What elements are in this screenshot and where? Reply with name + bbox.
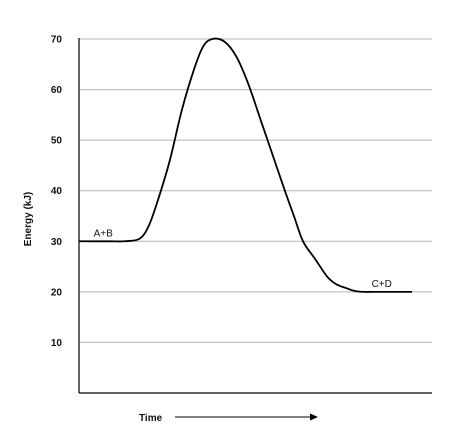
gridlines <box>79 38 432 343</box>
x-axis-arrow-head <box>310 413 318 421</box>
y-tick-label-10: 10 <box>51 338 63 349</box>
annotation-c-d: C+D <box>372 279 392 290</box>
energy-curve-line <box>78 37 412 293</box>
y-tick-label-50: 50 <box>51 136 63 147</box>
x-axis-label: Time <box>139 413 163 424</box>
axes <box>78 38 432 394</box>
y-tick-label-70: 70 <box>51 35 63 46</box>
y-axis-label: Energy (kJ) <box>23 192 34 246</box>
y-tick-label-30: 30 <box>51 237 63 248</box>
y-tick-labels: 10 20 30 40 50 60 70 <box>51 35 63 349</box>
y-tick-label-40: 40 <box>51 186 63 197</box>
annotation-a-b: A+B <box>94 228 114 239</box>
y-tick-label-20: 20 <box>51 287 63 298</box>
y-tick-label-60: 60 <box>51 85 63 96</box>
x-axis-arrow <box>175 413 318 421</box>
annotations: A+B C+D <box>94 228 392 290</box>
